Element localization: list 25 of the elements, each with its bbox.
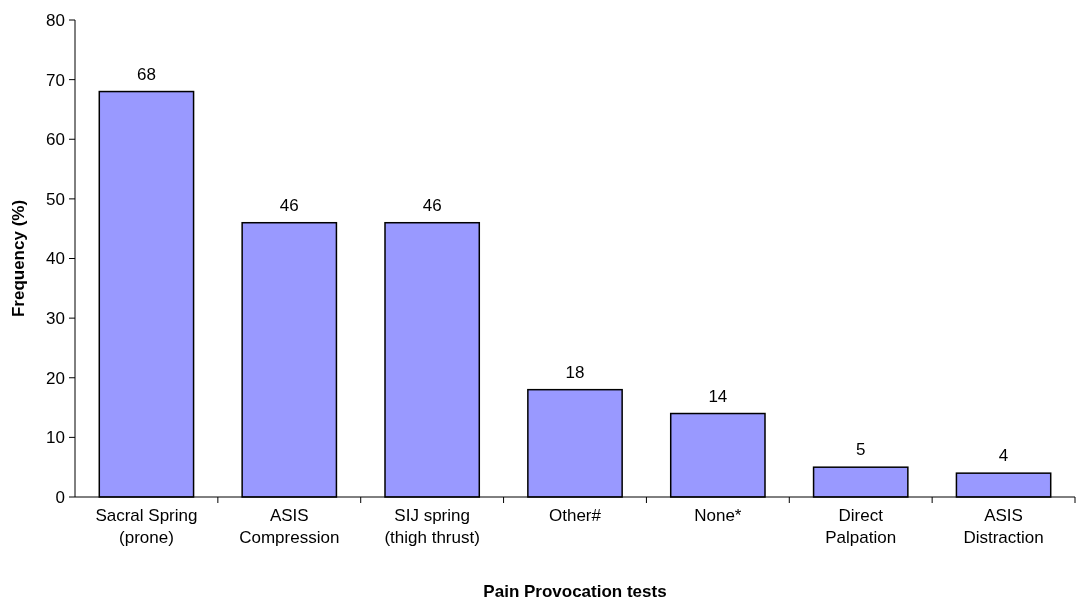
x-tick-label: None* bbox=[694, 506, 742, 525]
x-tick-label: SIJ spring (thigh thrust) bbox=[384, 506, 480, 547]
y-tick-label: 40 bbox=[46, 249, 65, 269]
data-label: 18 bbox=[565, 362, 585, 382]
x-tick-label: ASIS Distraction bbox=[963, 506, 1044, 547]
data-label: 14 bbox=[708, 386, 728, 406]
x-axis-title: Pain Provocation tests bbox=[483, 582, 667, 601]
y-tick-label: 80 bbox=[46, 10, 65, 30]
x-tick-label: Direct Palpation bbox=[825, 506, 897, 547]
y-tick-label: 70 bbox=[46, 70, 65, 90]
y-tick-label: 30 bbox=[46, 309, 65, 329]
y-tick-label: 20 bbox=[46, 368, 65, 388]
x-tick-label: ASIS Compression bbox=[239, 506, 340, 547]
data-label: 4 bbox=[998, 446, 1009, 466]
data-label: 68 bbox=[136, 64, 156, 84]
y-tick-label: 10 bbox=[46, 428, 65, 448]
y-axis-title: Frequency (%) bbox=[9, 199, 28, 318]
data-label: 46 bbox=[422, 195, 442, 215]
y-tick-label: 60 bbox=[46, 130, 65, 150]
data-label: 46 bbox=[279, 195, 299, 215]
data-label: 5 bbox=[855, 440, 866, 460]
x-tick-label: Other# bbox=[549, 506, 602, 525]
y-tick-label: 0 bbox=[55, 487, 65, 507]
y-tick-label: 50 bbox=[46, 189, 65, 209]
x-tick-label: Sacral Spring (prone) bbox=[95, 506, 198, 547]
